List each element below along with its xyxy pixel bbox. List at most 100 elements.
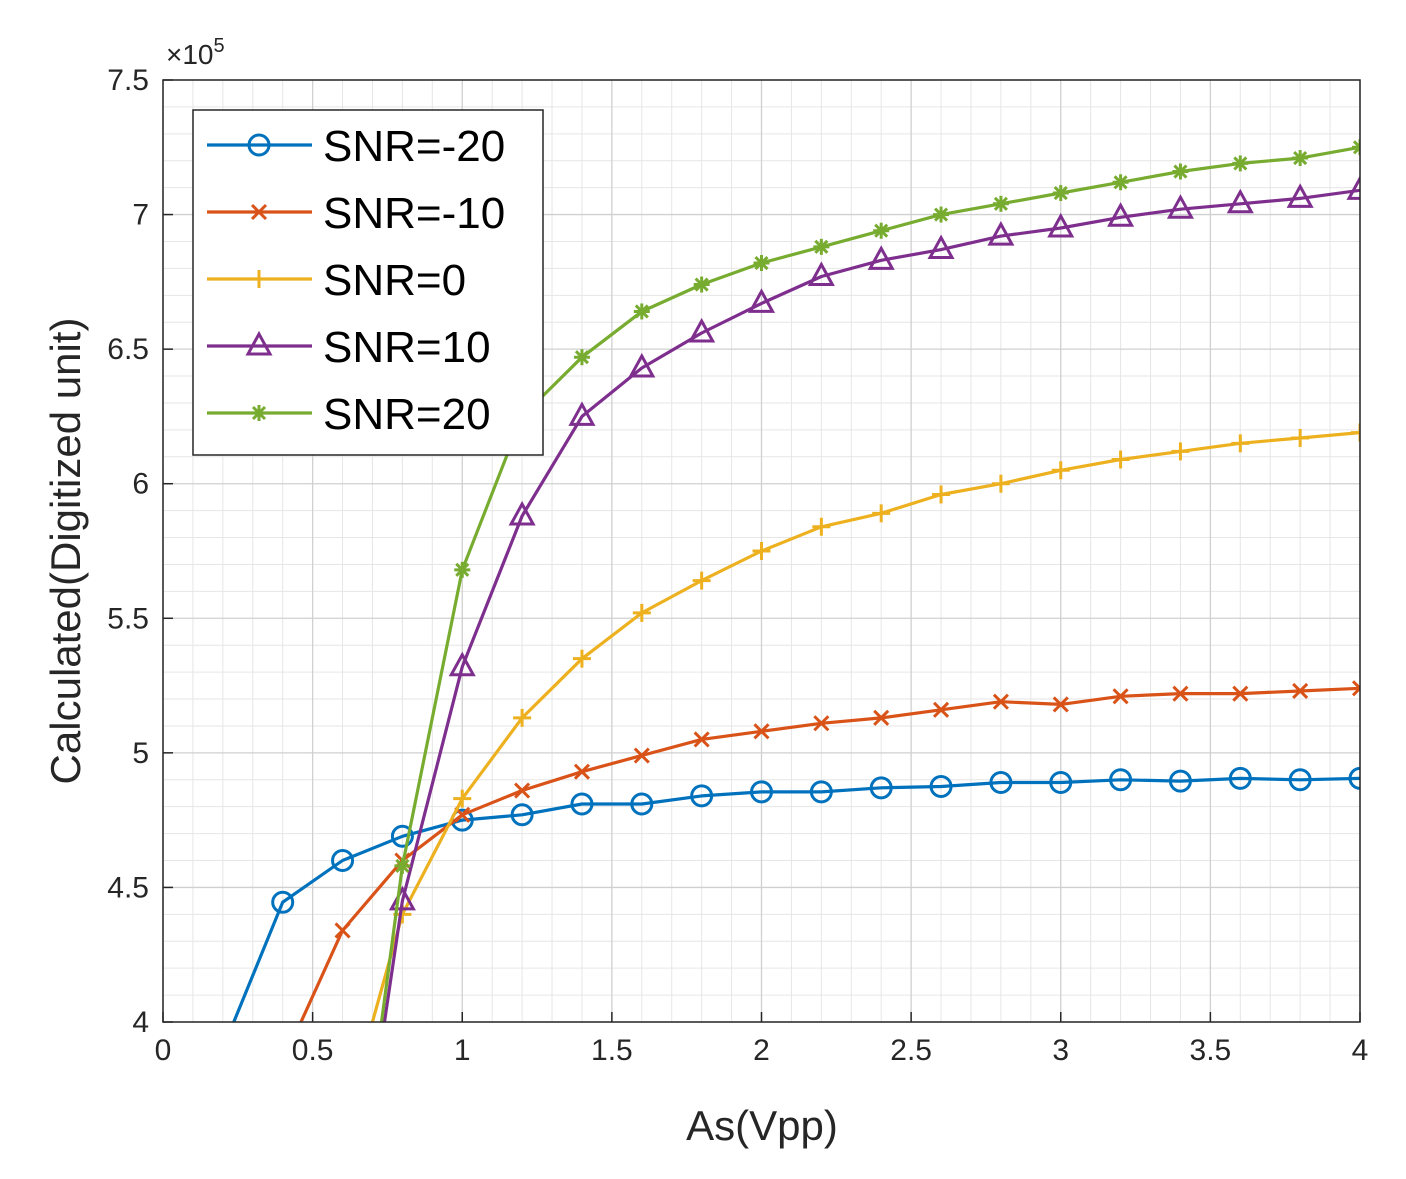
series-line — [370, 431, 1360, 1022]
data-point — [1171, 442, 1190, 461]
data-point — [390, 824, 414, 848]
data-point — [633, 747, 650, 764]
data-point — [873, 709, 890, 726]
legend-item: SNR=-20 — [207, 122, 505, 171]
data-point — [989, 770, 1013, 794]
data-point — [331, 849, 355, 873]
data-point — [813, 715, 830, 732]
legend-marker — [247, 133, 271, 157]
data-point — [1231, 434, 1250, 453]
data-point — [690, 784, 714, 808]
data-point — [809, 780, 833, 804]
data-point — [394, 857, 411, 874]
legend: SNR=-20 SNR=-10 SNR=0 SNR=10 SNR=20 — [192, 109, 544, 456]
data-point — [867, 245, 895, 270]
x-tick-label: 0 — [155, 1034, 172, 1067]
data-point — [752, 542, 771, 560]
data-point — [1228, 766, 1252, 790]
x-tick-label: 2 — [753, 1034, 770, 1067]
legend-marker — [251, 405, 267, 421]
data-point — [753, 255, 770, 272]
data-point — [1168, 769, 1192, 793]
series-line — [382, 188, 1360, 1022]
data-point — [1232, 685, 1249, 702]
data-point — [927, 234, 955, 260]
data-point — [1291, 428, 1310, 447]
data-point — [510, 803, 534, 827]
data-point — [693, 731, 710, 748]
legend-box — [192, 109, 544, 456]
series-snr-20 — [213, 766, 1360, 1059]
data-point — [508, 500, 536, 526]
data-point — [991, 474, 1010, 493]
y-exponent-label: ×105 — [166, 35, 225, 70]
legend-label: SNR=0 — [323, 256, 466, 305]
data-point — [1352, 139, 1360, 156]
data-point — [929, 775, 953, 798]
series-snr-10 — [276, 680, 1360, 1069]
data-point — [873, 222, 890, 239]
data-point — [869, 776, 893, 800]
data-point — [987, 220, 1015, 246]
data-point — [747, 288, 776, 313]
data-point — [573, 349, 590, 366]
data-point — [1112, 174, 1129, 191]
data-point — [692, 571, 711, 590]
data-point — [1292, 682, 1309, 700]
y-tick-label: 5 — [132, 737, 149, 770]
data-point — [688, 317, 716, 343]
legend-marker — [250, 203, 268, 221]
data-point — [448, 651, 476, 677]
y-axis-ticks: 4 4.5 5 5.5 6 6.5 7 7.5 — [107, 64, 173, 1039]
data-point — [1226, 188, 1254, 214]
y-tick-label: 5.5 — [107, 602, 149, 635]
legend-label: SNR=-10 — [323, 189, 505, 238]
data-point — [514, 782, 531, 799]
x-axis-title: As(Vpp) — [686, 1102, 838, 1149]
legend-label: SNR=-20 — [323, 122, 505, 171]
data-point — [932, 485, 951, 504]
x-tick-label: 4 — [1352, 1034, 1369, 1067]
data-point — [1232, 155, 1249, 172]
legend-marker — [250, 270, 268, 288]
x-tick-label: 3.5 — [1190, 1034, 1232, 1067]
data-point — [1051, 461, 1070, 480]
data-point — [753, 723, 770, 740]
data-point — [628, 352, 656, 378]
data-point — [334, 1121, 352, 1139]
data-point — [1351, 423, 1360, 442]
data-point — [933, 206, 950, 223]
data-point — [813, 238, 830, 255]
data-point — [807, 261, 835, 286]
y-tick-label: 7 — [132, 199, 149, 232]
data-point — [361, 1091, 383, 1111]
data-point — [1052, 185, 1069, 202]
data-point — [992, 693, 1009, 710]
data-point — [1286, 183, 1314, 208]
legend-item: SNR=20 — [207, 390, 491, 439]
data-point — [1348, 766, 1360, 790]
data-point — [276, 1055, 290, 1069]
data-point — [271, 890, 295, 914]
data-point — [1047, 212, 1075, 238]
x-axis-ticks: 0 0.5 1 1.5 2 2.5 3 3.5 4 — [155, 1012, 1369, 1067]
series-snr-20 — [364, 139, 1360, 1097]
data-point — [992, 195, 1009, 212]
x-tick-label: 2.5 — [890, 1034, 932, 1067]
legend-marker — [245, 330, 273, 356]
data-point — [364, 1081, 380, 1097]
x-tick-label: 0.5 — [292, 1034, 334, 1067]
data-point — [572, 649, 591, 668]
data-point — [454, 561, 471, 578]
data-point — [213, 1039, 233, 1059]
legend-item: SNR=10 — [207, 323, 491, 372]
data-point — [693, 276, 710, 293]
legend-item: SNR=-10 — [207, 189, 505, 238]
data-point — [630, 792, 654, 816]
data-point — [812, 517, 831, 536]
data-point — [573, 763, 591, 780]
x-tick-label: 1.5 — [591, 1034, 633, 1067]
y-axis-title: Calculated(Digitized unit) — [42, 318, 89, 785]
legend-label: SNR=20 — [323, 390, 491, 439]
